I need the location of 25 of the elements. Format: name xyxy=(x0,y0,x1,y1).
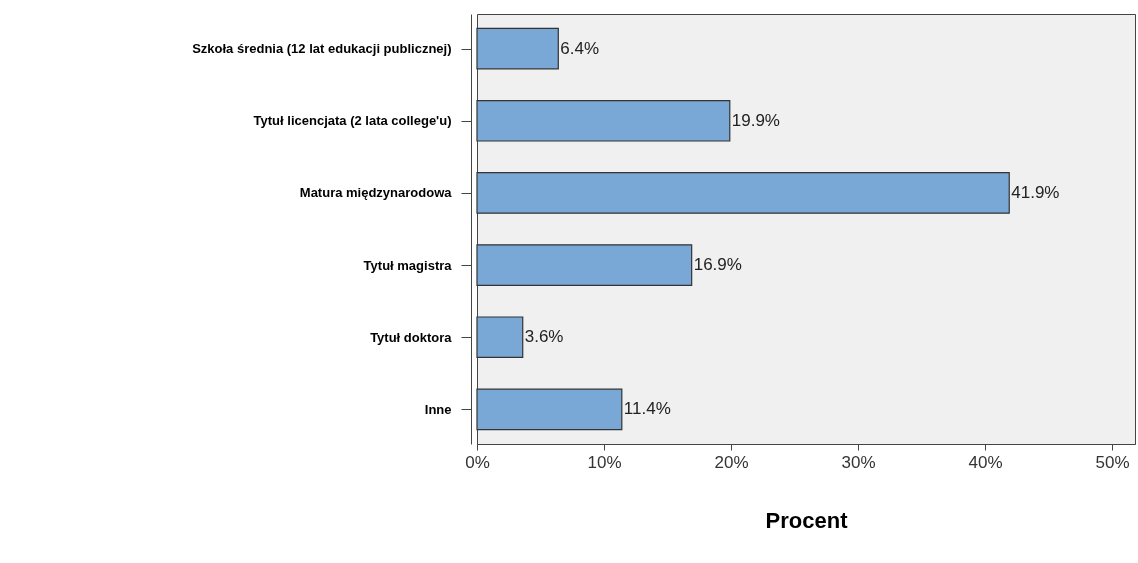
data-label: 19.9% xyxy=(731,110,780,130)
bar xyxy=(476,172,1010,214)
data-label: 3.6% xyxy=(524,327,564,347)
x-tick-label: 10% xyxy=(587,452,622,472)
bar xyxy=(476,316,524,359)
x-tick-label: 40% xyxy=(968,452,1003,472)
bar xyxy=(476,388,623,431)
data-label: 11.4% xyxy=(623,399,671,419)
x-tick-label: 20% xyxy=(714,452,749,472)
bar xyxy=(476,244,693,286)
y-tick-label: Inne xyxy=(424,401,452,417)
y-tick-label: Tytuł licencjata (2 lata college'u) xyxy=(253,113,452,129)
x-tick-label: 0% xyxy=(465,452,490,472)
data-label: 6.4% xyxy=(560,38,600,58)
data-label: 41.9% xyxy=(1011,182,1060,202)
x-axis-title: Procent xyxy=(765,507,849,533)
y-tick-label: Tytuł magistra xyxy=(363,257,453,273)
bar xyxy=(476,99,731,142)
x-tick-label: 30% xyxy=(841,452,876,472)
y-tick-label: Tytuł doktora xyxy=(370,329,453,345)
y-tick-label: Matura międzynarodowa xyxy=(299,185,453,201)
bar xyxy=(476,27,559,70)
y-tick-label: Szkoła średnia (12 lat edukacji publicznej) xyxy=(192,41,452,57)
x-tick-label: 50% xyxy=(1095,452,1130,472)
data-label: 16.9% xyxy=(693,255,742,275)
